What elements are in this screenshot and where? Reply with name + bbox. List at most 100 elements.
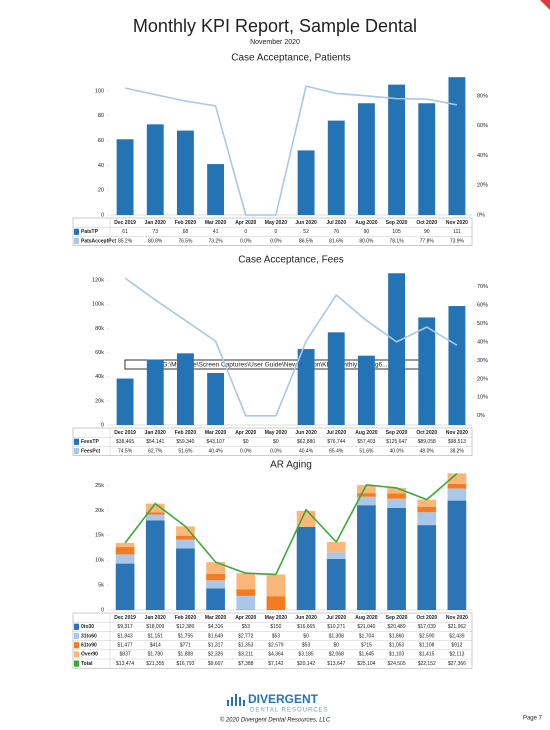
x-tick-label: Oct 2020 bbox=[416, 220, 437, 226]
table-value: $16,665 bbox=[297, 624, 315, 630]
logo-sub: DENTAL RESOURCES bbox=[250, 708, 329, 714]
bar-segment bbox=[357, 505, 376, 610]
y2-tick-label: 30% bbox=[477, 358, 488, 364]
logo-icon bbox=[227, 694, 245, 706]
bar-segment bbox=[447, 483, 467, 489]
y2-tick-label: 40% bbox=[477, 153, 488, 159]
y2-tick-label: 70% bbox=[477, 284, 488, 290]
legend-label: 31to60 bbox=[81, 633, 97, 639]
table-value: $76,744 bbox=[327, 439, 345, 445]
x-tick-label: Mar 2020 bbox=[205, 220, 227, 226]
y-tick-label: 5k bbox=[98, 583, 104, 589]
bar-segment bbox=[387, 493, 406, 499]
table-value: 90 bbox=[424, 229, 430, 235]
x-tick-label: Nov 2020 bbox=[446, 220, 468, 226]
table-value: $1,755 bbox=[178, 633, 194, 639]
bar bbox=[357, 355, 375, 425]
y-tick-label: 60 bbox=[98, 138, 104, 144]
table-value: $53 bbox=[302, 643, 311, 649]
x-tick-label: Sep 2020 bbox=[386, 430, 408, 436]
y-tick-label: 0 bbox=[101, 212, 104, 218]
table-value: $912 bbox=[451, 643, 462, 649]
table-value: 73.9% bbox=[450, 238, 465, 244]
bar-segment bbox=[115, 547, 135, 555]
bar-segment bbox=[357, 496, 376, 506]
table-value: 74.5% bbox=[118, 448, 133, 454]
table-value: 73.2% bbox=[208, 238, 223, 244]
table-value: $62,880 bbox=[297, 439, 315, 445]
y2-tick-label: 60% bbox=[477, 123, 488, 129]
table-value: $1,645 bbox=[359, 652, 375, 658]
x-tick-label: May 2020 bbox=[265, 615, 287, 621]
chart-title: Case Acceptance, Fees bbox=[238, 255, 344, 266]
bar-segment bbox=[387, 487, 406, 494]
table-value: $10,271 bbox=[327, 624, 345, 630]
table-value: $22,152 bbox=[418, 661, 436, 667]
table-value: $1,415 bbox=[419, 652, 435, 658]
table-value: $59,340 bbox=[176, 439, 194, 445]
y-tick-label: 100 bbox=[95, 88, 104, 94]
table-value: $0 bbox=[303, 633, 309, 639]
logo-name: DIVERGENT bbox=[248, 692, 319, 706]
bar bbox=[207, 372, 225, 425]
y-tick-label: 40 bbox=[98, 163, 104, 169]
y-tick-label: 20k bbox=[95, 508, 104, 514]
x-tick-label: Sep 2020 bbox=[386, 220, 408, 226]
table-value: $9,317 bbox=[117, 624, 133, 630]
legend-swatch bbox=[74, 651, 79, 658]
bar-segment bbox=[266, 609, 286, 610]
table-value: $1,317 bbox=[208, 643, 224, 649]
x-tick-label: Jul 2020 bbox=[326, 615, 346, 621]
bar bbox=[418, 317, 436, 425]
legend-swatch bbox=[74, 438, 79, 445]
table-value: $3,211 bbox=[238, 652, 253, 658]
table-value: $7,142 bbox=[268, 661, 284, 667]
table-value: 40.0% bbox=[389, 448, 404, 454]
y-tick-label: 100k bbox=[92, 302, 104, 308]
y-tick-label: 80 bbox=[98, 113, 104, 119]
bar-segment bbox=[326, 542, 346, 553]
bar-segment bbox=[266, 574, 286, 597]
bar-segment bbox=[417, 506, 437, 513]
bar-segment bbox=[115, 554, 135, 564]
bar-segment bbox=[206, 588, 225, 610]
bar-segment bbox=[447, 500, 467, 610]
bar-segment bbox=[176, 539, 195, 549]
table-value: $2,326 bbox=[208, 652, 224, 658]
bar-segment bbox=[145, 503, 165, 513]
table-value: 105 bbox=[392, 229, 401, 235]
table-value: $53 bbox=[242, 624, 251, 630]
table-value: $21,962 bbox=[448, 624, 466, 630]
table-value: $20,142 bbox=[297, 661, 315, 667]
table-value: $2,439 bbox=[449, 633, 465, 639]
y-tick-label: 80k bbox=[95, 326, 104, 332]
table-value: 76.5% bbox=[178, 238, 193, 244]
legend-swatch bbox=[74, 623, 79, 630]
legend-swatch bbox=[74, 660, 79, 667]
x-tick-label: Dec 2019 bbox=[114, 430, 136, 436]
table-frame bbox=[72, 217, 473, 246]
y2-tick-label: 40% bbox=[477, 339, 488, 345]
table-value: $2,113 bbox=[449, 652, 464, 658]
table-value: $2,068 bbox=[329, 652, 345, 658]
table-value: $16,793 bbox=[176, 661, 194, 667]
table-value: $98,513 bbox=[448, 439, 466, 445]
table-value: 52 bbox=[303, 229, 309, 235]
bar-segment bbox=[417, 525, 437, 610]
page-subtitle: November 2020 bbox=[250, 39, 300, 46]
legend-label: Over90 bbox=[81, 652, 98, 658]
table-value: $1,860 bbox=[389, 633, 405, 639]
x-tick-label: Apr 2020 bbox=[235, 430, 256, 436]
chart-title: Case Acceptance, Patients bbox=[231, 53, 351, 64]
y-tick-label: 120k bbox=[92, 278, 104, 284]
table-value: 0.0% bbox=[240, 238, 252, 244]
table-value: $9,607 bbox=[208, 661, 224, 667]
table-value: $57,403 bbox=[357, 439, 375, 445]
table-value: 86.5% bbox=[299, 238, 314, 244]
bar-segment bbox=[266, 596, 286, 609]
bar bbox=[207, 164, 225, 215]
bar bbox=[448, 306, 466, 425]
x-tick-label: Nov 2020 bbox=[446, 615, 468, 621]
table-value: $27,366 bbox=[448, 661, 466, 667]
table-value: $0 bbox=[243, 439, 249, 445]
